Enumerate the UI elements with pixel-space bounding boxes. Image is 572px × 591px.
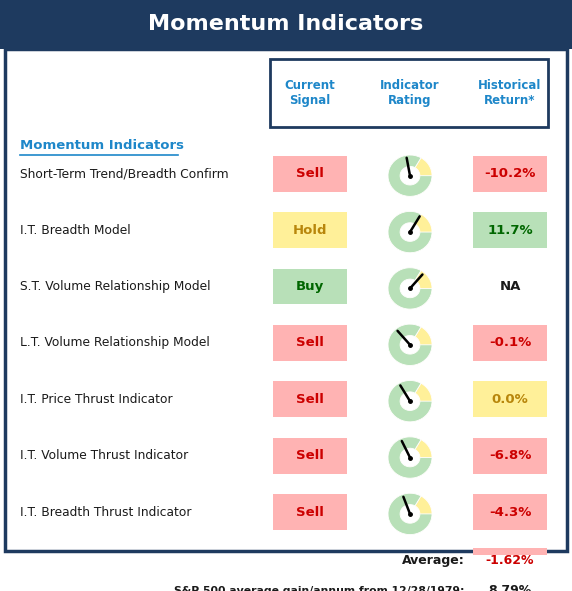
Text: -4.3%: -4.3% (489, 505, 531, 518)
Wedge shape (388, 271, 432, 309)
Text: Sell: Sell (296, 393, 324, 406)
Wedge shape (388, 155, 432, 196)
FancyBboxPatch shape (5, 49, 567, 551)
Wedge shape (388, 212, 432, 253)
Wedge shape (388, 214, 432, 253)
Wedge shape (388, 384, 432, 422)
Wedge shape (388, 381, 432, 422)
Text: 0.0%: 0.0% (491, 393, 529, 406)
Wedge shape (388, 437, 432, 478)
FancyBboxPatch shape (0, 0, 572, 49)
FancyBboxPatch shape (473, 156, 547, 191)
Text: Momentum Indicators: Momentum Indicators (20, 139, 184, 152)
FancyBboxPatch shape (473, 212, 547, 248)
Text: Momentum Indicators: Momentum Indicators (148, 14, 424, 34)
Text: Sell: Sell (296, 167, 324, 180)
Text: Indicator
Rating: Indicator Rating (380, 79, 440, 107)
Text: S.T. Volume Relationship Model: S.T. Volume Relationship Model (20, 280, 210, 293)
Text: -1.62%: -1.62% (486, 554, 534, 567)
Wedge shape (388, 496, 432, 535)
FancyBboxPatch shape (273, 381, 347, 417)
Text: Sell: Sell (296, 449, 324, 462)
Wedge shape (388, 268, 432, 309)
Wedge shape (388, 437, 432, 478)
Text: Short-Term Trend/Breadth Confirm: Short-Term Trend/Breadth Confirm (20, 167, 229, 180)
Wedge shape (388, 381, 432, 422)
Wedge shape (388, 493, 432, 535)
Text: Current
Signal: Current Signal (285, 79, 335, 107)
FancyBboxPatch shape (273, 438, 347, 473)
FancyBboxPatch shape (473, 494, 547, 530)
FancyBboxPatch shape (270, 59, 548, 127)
Text: Hold: Hold (293, 223, 327, 236)
Wedge shape (388, 155, 432, 196)
Text: 8.79%: 8.79% (488, 584, 531, 591)
Text: -6.8%: -6.8% (489, 449, 531, 462)
FancyBboxPatch shape (473, 325, 547, 361)
Text: -0.1%: -0.1% (489, 336, 531, 349)
Text: Sell: Sell (296, 505, 324, 518)
Wedge shape (388, 327, 432, 365)
Text: Historical
Return*: Historical Return* (478, 79, 542, 107)
Wedge shape (388, 440, 432, 478)
Text: Sell: Sell (296, 336, 324, 349)
Text: I.T. Volume Thrust Indicator: I.T. Volume Thrust Indicator (20, 449, 188, 462)
Wedge shape (388, 212, 432, 253)
Wedge shape (388, 158, 432, 196)
Text: -10.2%: -10.2% (484, 167, 536, 180)
FancyBboxPatch shape (273, 212, 347, 248)
Text: 11.7%: 11.7% (487, 223, 533, 236)
FancyBboxPatch shape (473, 438, 547, 473)
Text: I.T. Breadth Model: I.T. Breadth Model (20, 223, 130, 236)
Text: Buy: Buy (296, 280, 324, 293)
Text: NA: NA (499, 280, 521, 293)
Wedge shape (388, 268, 432, 309)
Text: S&P 500 average gain/annum from 12/28/1979:: S&P 500 average gain/annum from 12/28/19… (174, 586, 465, 591)
Text: I.T. Breadth Thrust Indicator: I.T. Breadth Thrust Indicator (20, 505, 192, 518)
Text: L.T. Volume Relationship Model: L.T. Volume Relationship Model (20, 336, 210, 349)
Wedge shape (388, 324, 432, 365)
FancyBboxPatch shape (473, 381, 547, 417)
FancyBboxPatch shape (273, 156, 347, 191)
FancyBboxPatch shape (273, 269, 347, 304)
FancyBboxPatch shape (473, 548, 547, 574)
FancyBboxPatch shape (273, 494, 347, 530)
Text: Average:: Average: (402, 554, 465, 567)
Wedge shape (388, 324, 432, 365)
Wedge shape (388, 493, 432, 535)
Text: I.T. Price Thrust Indicator: I.T. Price Thrust Indicator (20, 393, 173, 406)
FancyBboxPatch shape (273, 325, 347, 361)
